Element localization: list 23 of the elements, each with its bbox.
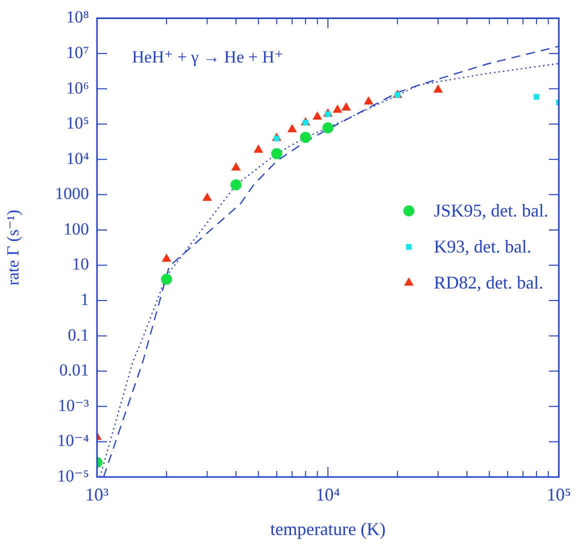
y-tick-label: 10⁶ (66, 78, 90, 98)
y-tick-label: 10⁻⁵ (57, 466, 90, 486)
y-tick-label: 100 (64, 219, 89, 238)
y-tick-label: 0.01 (59, 360, 89, 380)
annotation: HeH⁺ + γ → He + H⁺ (132, 48, 284, 67)
x-axis-title: temperature (K) (270, 518, 386, 539)
x-tick-label: 10⁴ (316, 484, 340, 505)
legend-label: JSK95, det. bal. (434, 200, 548, 221)
y-tick-label: 10 (72, 254, 89, 274)
x-tick-label: 10³ (85, 484, 110, 505)
y-axis-title: rate Γ (s⁻¹) (4, 210, 23, 286)
legend-label: RD82, det. bal. (434, 272, 544, 293)
y-tick-label: 10⁴ (66, 148, 90, 168)
y-tick-label: 10⁻⁴ (57, 431, 90, 450)
y-tick-label: 10⁸ (66, 8, 90, 27)
x-tick-label: 10⁵ (546, 484, 572, 505)
y-tick-label: 10⁷ (66, 42, 90, 62)
y-tick-label: 1 (80, 290, 89, 310)
y-tick-label: 1000 (55, 184, 89, 204)
y-tick-label: 10⁻³ (58, 396, 89, 415)
legend-label: K93, det. bal. (434, 236, 532, 257)
y-tick-label: 0.1 (68, 325, 89, 344)
y-tick-label: 10⁵ (66, 114, 90, 133)
